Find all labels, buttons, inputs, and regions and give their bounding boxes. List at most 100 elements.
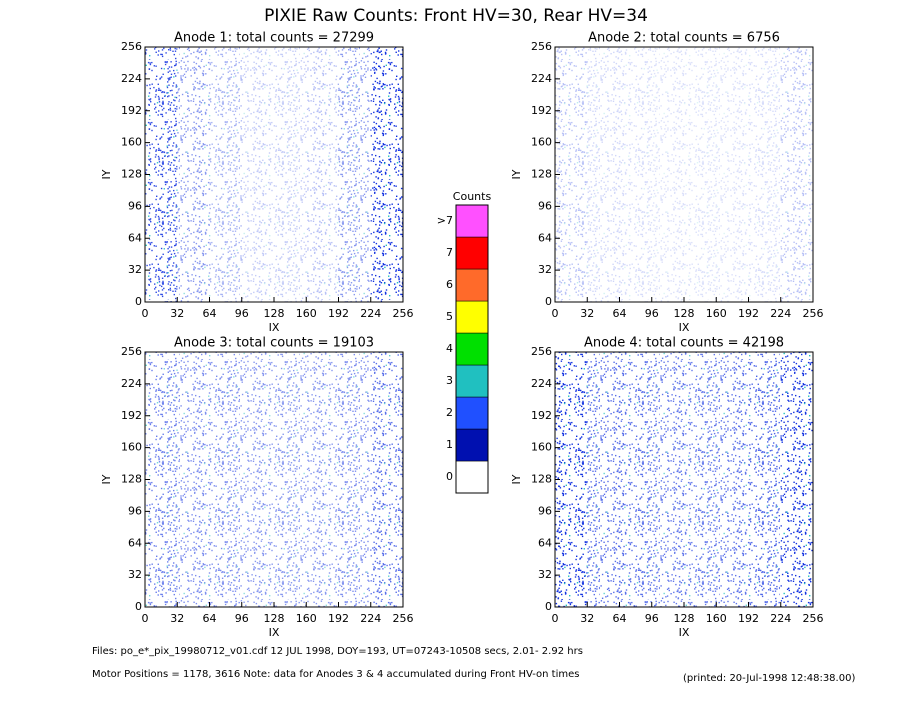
- density-band: [274, 47, 307, 302]
- colorbar-swatch: [455, 268, 489, 302]
- density-band: [241, 47, 274, 302]
- x-tick-label: 160: [706, 612, 727, 625]
- y-tick-label: 160: [531, 441, 552, 454]
- x-tick-label: 128: [674, 307, 695, 320]
- colorbar-label: 7: [446, 246, 453, 259]
- x-axis-label: IX: [679, 626, 690, 639]
- x-tick-label: 224: [360, 307, 381, 320]
- density-band: [177, 47, 210, 302]
- y-tick-label: 224: [531, 377, 552, 390]
- colorbar-swatch: [455, 300, 489, 334]
- density-band: [587, 352, 620, 607]
- y-tick-label: 128: [531, 473, 552, 486]
- density-band: [177, 352, 210, 607]
- panel-title: Anode 2: total counts = 6756: [588, 31, 780, 46]
- density-band: [306, 47, 339, 302]
- x-tick-label: 128: [674, 612, 695, 625]
- y-tick-label: 64: [538, 231, 552, 244]
- colorbar-label: 0: [446, 470, 453, 483]
- y-tick-label: 32: [538, 568, 552, 581]
- x-tick-label: 128: [264, 307, 285, 320]
- x-tick-label: 96: [645, 612, 659, 625]
- panel-title: Anode 4: total counts = 42198: [584, 336, 784, 351]
- x-tick-label: 0: [552, 307, 559, 320]
- printed-date: (printed: 20-Jul-1998 12:48:38.00): [683, 673, 855, 684]
- density-band: [274, 352, 307, 607]
- x-tick-label: 64: [203, 307, 217, 320]
- x-tick-label: 0: [142, 612, 149, 625]
- y-tick-label: 192: [531, 104, 552, 117]
- y-tick-label: 0: [135, 295, 142, 308]
- y-tick-label: 192: [531, 409, 552, 422]
- x-tick-label: 256: [803, 307, 824, 320]
- density-band: [555, 352, 588, 607]
- density-band: [619, 47, 652, 302]
- x-tick-label: 192: [738, 612, 759, 625]
- density-band: [780, 352, 813, 607]
- y-tick-label: 64: [538, 536, 552, 549]
- y-tick-label: 192: [121, 104, 142, 117]
- panel-title: Anode 1: total counts = 27299: [174, 31, 374, 46]
- colorbar-label: 2: [446, 406, 453, 419]
- density-band: [716, 352, 749, 607]
- x-tick-label: 32: [170, 612, 184, 625]
- x-tick-label: 256: [393, 612, 414, 625]
- colorbar-label: 6: [446, 278, 453, 291]
- x-tick-label: 224: [770, 307, 791, 320]
- y-tick-label: 224: [121, 377, 142, 390]
- x-tick-label: 224: [770, 612, 791, 625]
- density-band: [241, 352, 274, 607]
- y-tick-label: 160: [121, 136, 142, 149]
- y-tick-label: 256: [121, 40, 142, 53]
- density-band: [209, 352, 242, 607]
- panel-title: Anode 3: total counts = 19103: [174, 336, 374, 351]
- colorbar-title: Counts: [453, 190, 492, 203]
- colorbar-label: >7: [437, 214, 453, 227]
- x-tick-label: 64: [203, 612, 217, 625]
- x-axis-label: IX: [269, 321, 280, 334]
- colorbar-swatch: [455, 236, 489, 270]
- x-axis-label: IX: [269, 626, 280, 639]
- colorbar-label: 3: [446, 374, 453, 387]
- density-band: [209, 47, 242, 302]
- x-tick-label: 256: [803, 612, 824, 625]
- y-tick-label: 64: [128, 536, 142, 549]
- y-tick-label: 224: [121, 72, 142, 85]
- x-tick-label: 160: [296, 612, 317, 625]
- y-tick-label: 128: [121, 473, 142, 486]
- colorbar-swatch: [455, 332, 489, 366]
- y-tick-label: 32: [128, 568, 142, 581]
- density-band: [145, 352, 178, 607]
- y-tick-label: 96: [538, 199, 552, 212]
- density-band: [587, 47, 620, 302]
- y-axis-label: IY: [100, 474, 113, 484]
- y-tick-label: 160: [121, 441, 142, 454]
- x-tick-label: 0: [142, 307, 149, 320]
- density-band: [306, 352, 339, 607]
- colorbar-label: 1: [446, 438, 453, 451]
- density-band: [651, 47, 684, 302]
- x-tick-label: 96: [235, 612, 249, 625]
- x-tick-label: 64: [613, 307, 627, 320]
- y-axis-label: IY: [510, 169, 523, 179]
- y-tick-label: 96: [128, 199, 142, 212]
- colorbar-swatch: [455, 428, 489, 462]
- colorbar-swatch: [455, 364, 489, 398]
- y-tick-label: 64: [128, 231, 142, 244]
- colorbar-swatch: [455, 204, 489, 238]
- density-band: [338, 352, 371, 607]
- density-band: [145, 47, 178, 302]
- x-tick-label: 64: [613, 612, 627, 625]
- density-band: [651, 352, 684, 607]
- y-tick-label: 96: [128, 504, 142, 517]
- x-tick-label: 192: [328, 612, 349, 625]
- density-band: [370, 352, 403, 607]
- y-axis-label: IY: [510, 474, 523, 484]
- x-tick-label: 192: [738, 307, 759, 320]
- y-tick-label: 32: [128, 263, 142, 276]
- y-tick-label: 160: [531, 136, 552, 149]
- colorbar-label: 5: [446, 310, 453, 323]
- x-tick-label: 32: [580, 307, 594, 320]
- density-band: [684, 352, 717, 607]
